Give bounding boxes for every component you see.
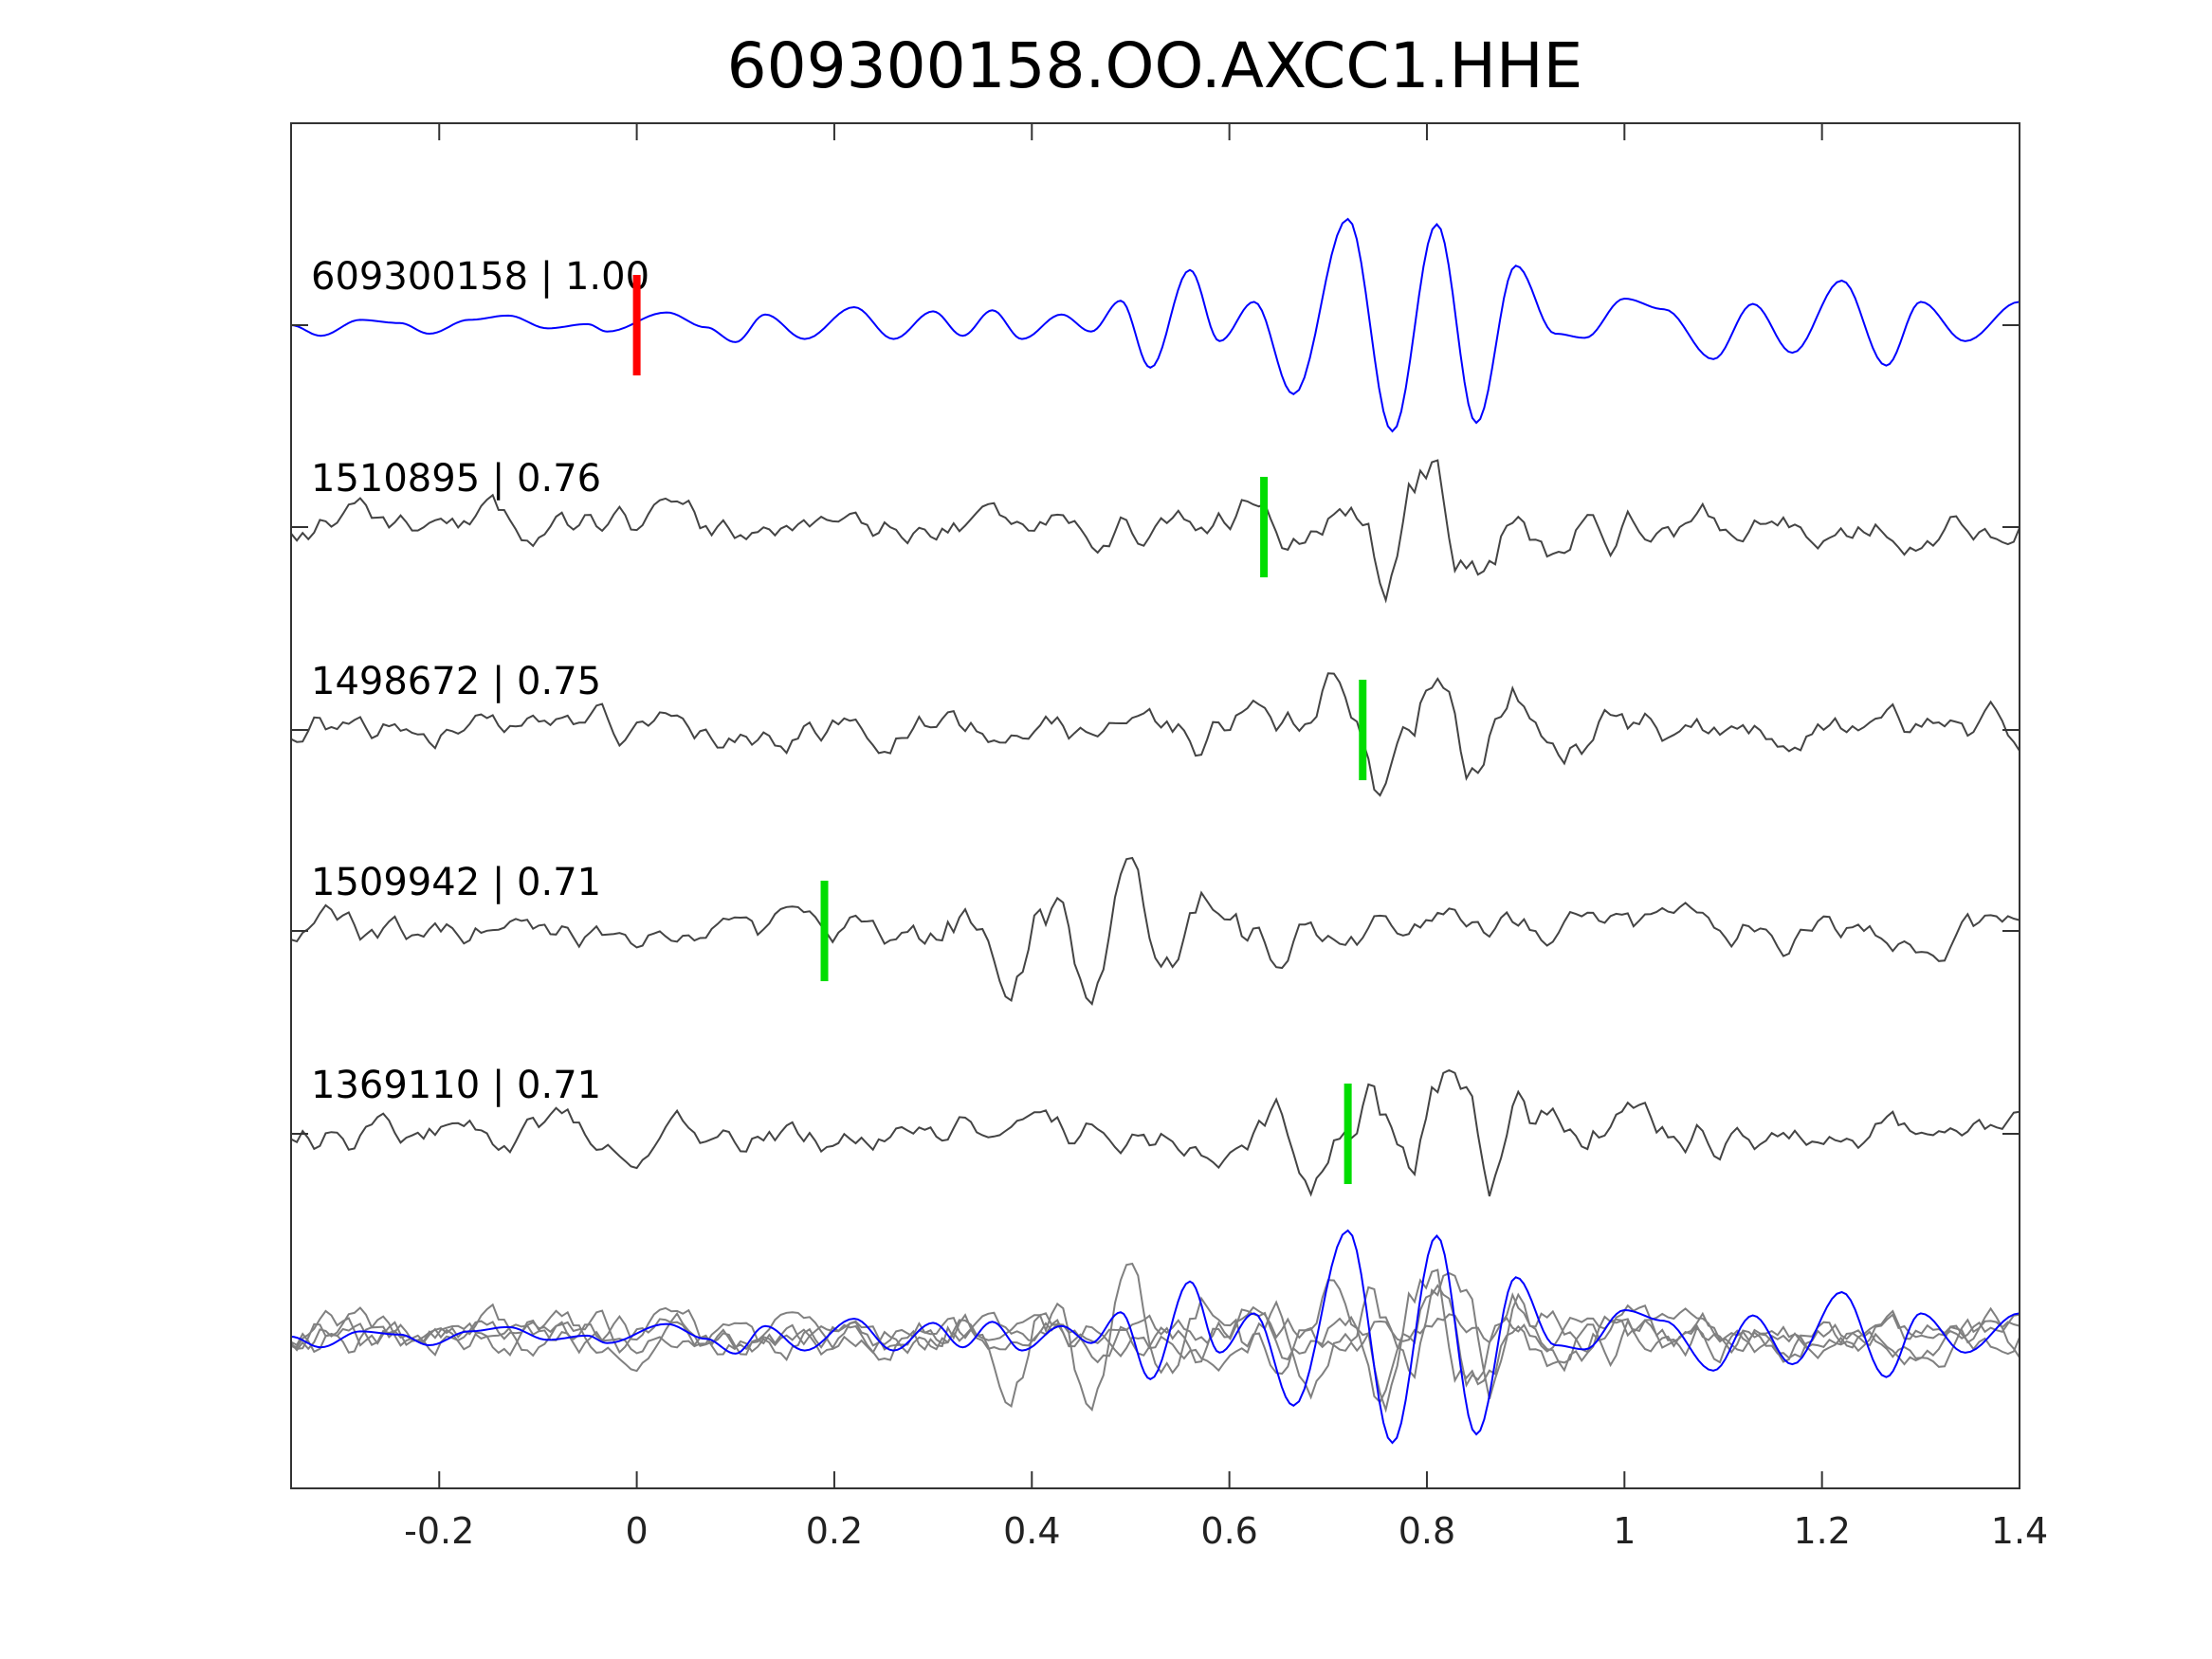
x-tick-label: 0.2 xyxy=(806,1510,863,1552)
stack-trace-1509942 xyxy=(290,1262,2020,1412)
trace-line-1509942 xyxy=(290,856,2020,1006)
trace-label: 1509942 | 0.71 xyxy=(311,861,601,904)
trace-line-1369110 xyxy=(290,1068,2020,1197)
x-tick-label: 0 xyxy=(626,1510,649,1552)
x-tick-label: 0.8 xyxy=(1398,1510,1455,1552)
x-tick-label: 0.6 xyxy=(1200,1510,1257,1552)
x-tick-label: 0.4 xyxy=(1003,1510,1060,1552)
stack-trace-1369110 xyxy=(290,1271,2020,1400)
x-tick-label: 1.4 xyxy=(1991,1510,2048,1552)
trace-label: 1369110 | 0.71 xyxy=(311,1064,601,1107)
x-tick-label: -0.2 xyxy=(404,1510,474,1552)
stack-trace-1498672 xyxy=(290,1279,2020,1404)
trace-label: 609300158 | 1.00 xyxy=(311,255,649,299)
trace-label: 1510895 | 0.76 xyxy=(311,457,601,501)
trace-line-1498672 xyxy=(290,672,2020,797)
plot-area: 609300158 | 1.00 1510895 | 0.76 1498672 | … xyxy=(290,217,2020,1445)
axes-box xyxy=(290,122,2020,1489)
x-tick-label: 1 xyxy=(1613,1510,1636,1552)
trace-label: 1498672 | 0.75 xyxy=(311,660,601,703)
x-axis: -0.2 0 0.2 0.4 0.6 0.8 1 1.2 1.4 xyxy=(291,123,2048,1552)
trace-line-609300158 xyxy=(290,217,2020,433)
x-tick-label: 1.2 xyxy=(1793,1510,1850,1552)
trace-line-1510895 xyxy=(290,459,2020,604)
chart-title: 609300158.OO.AXCC1.HHE xyxy=(727,29,1583,102)
stack-template-line xyxy=(290,1229,2020,1445)
